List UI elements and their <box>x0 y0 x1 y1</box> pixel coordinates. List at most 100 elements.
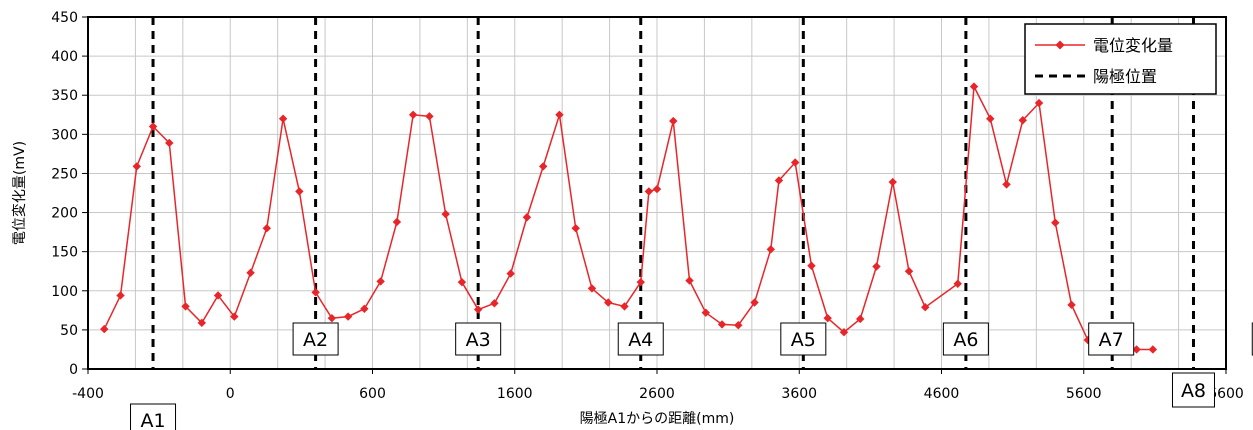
x-tick-label: 600 <box>359 386 386 402</box>
anode-label-box <box>617 322 664 356</box>
data-point-marker <box>685 276 694 285</box>
x-axis-title: 陽極A1からの距離(mm) <box>580 410 735 427</box>
anode-label-a7: A7 <box>1088 322 1135 356</box>
y-tick-label: 100 <box>51 284 78 300</box>
data-point-marker <box>620 302 629 311</box>
legend-label-series: 電位変化量 <box>1093 36 1173 55</box>
anode-label-box <box>455 322 502 356</box>
data-point-marker <box>652 184 662 194</box>
anode-label-text: A5 <box>791 329 816 351</box>
y-tick-label: 150 <box>51 245 78 261</box>
data-point-marker <box>457 277 467 287</box>
anode-label-a8: A8 <box>1171 372 1215 408</box>
anode-label-box <box>1171 372 1215 408</box>
anode-labels: A1A2A3A4A5A6A7A8A9 <box>130 322 1253 430</box>
legend-swatch-marker <box>1055 40 1065 50</box>
x-axis-ticks: -400 0 600 1600 2600 3600 4600 5600 6600 <box>72 369 1244 402</box>
data-point-marker <box>181 302 190 311</box>
data-point-marker <box>490 299 499 308</box>
x-tick-label: 4600 <box>924 386 960 402</box>
data-point-marker <box>555 110 564 119</box>
data-point-marker <box>116 291 125 300</box>
y-tick-label: 50 <box>60 323 78 339</box>
data-point-marker <box>669 116 678 126</box>
x-tick-label: 6600 <box>1208 386 1244 402</box>
anode-label-text: A2 <box>303 329 328 351</box>
anode-label-box <box>1088 322 1135 356</box>
data-point-marker <box>986 114 995 123</box>
data-point-marker <box>327 313 337 323</box>
data-point-marker <box>888 177 897 187</box>
anode-label-box <box>780 322 827 356</box>
data-point-marker <box>839 328 849 337</box>
data-point-marker <box>856 314 865 324</box>
anode-label-text: A1 <box>140 410 165 430</box>
y-tick-label: 450 <box>51 10 78 26</box>
data-point-marker <box>132 162 141 171</box>
y-tick-label: 0 <box>69 362 78 378</box>
data-point-marker <box>734 320 743 330</box>
data-point-marker <box>701 308 710 317</box>
data-point-marker <box>750 298 759 307</box>
data-point-marker <box>969 82 979 91</box>
anode-label-text: A6 <box>953 329 978 351</box>
data-point-marker <box>774 176 784 185</box>
x-tick-label: 1600 <box>497 386 533 402</box>
data-point-marker <box>522 213 532 222</box>
legend-box <box>1024 23 1217 95</box>
data-point-marker <box>1148 345 1158 354</box>
y-axis-title: 電位変化量(mV) <box>11 141 28 245</box>
anode-label-a2: A2 <box>292 322 339 356</box>
data-point-marker <box>904 267 914 276</box>
data-point-marker <box>872 262 881 271</box>
data-point-marker <box>921 303 930 312</box>
data-point-marker <box>376 277 385 286</box>
data-point-marker <box>408 110 418 119</box>
data-point-marker <box>823 313 832 323</box>
data-point-marker <box>295 187 304 196</box>
data-point-marker <box>246 268 255 277</box>
data-point-marker <box>604 298 613 307</box>
anode-label-text: A4 <box>628 329 653 351</box>
data-point-marker <box>644 187 654 196</box>
data-point-marker <box>506 269 515 278</box>
x-tick-label: 0 <box>226 386 235 402</box>
data-point-marker <box>230 312 239 321</box>
data-point-marker <box>1018 116 1027 125</box>
data-point-marker <box>262 224 272 233</box>
anode-label-box <box>292 322 339 356</box>
data-point-marker <box>587 284 597 293</box>
data-point-marker <box>636 277 645 287</box>
anode-label-text: A8 <box>1181 380 1206 402</box>
y-tick-label: 350 <box>51 88 78 104</box>
data-point-marker <box>1034 98 1044 108</box>
legend-label-anode: 陽極位置 <box>1093 67 1157 86</box>
x-tick-label: 5600 <box>1066 386 1102 402</box>
data-point-marker <box>311 288 320 297</box>
x-tick-label: 2600 <box>639 386 675 402</box>
y-tick-label: 400 <box>51 49 78 65</box>
anode-label-box <box>130 403 177 430</box>
data-point-marker <box>473 305 483 314</box>
anode-label-box <box>942 322 989 356</box>
y-tick-label: 200 <box>51 206 78 222</box>
data-point-marker <box>165 138 174 148</box>
data-point-marker <box>148 122 158 131</box>
potential-change-line <box>103 83 1153 351</box>
anode-label-a5: A5 <box>780 322 827 356</box>
x-tick-label: -400 <box>72 386 104 402</box>
data-point-marker <box>343 312 353 321</box>
data-point-marker <box>213 291 223 300</box>
anode-label-a1: A1 <box>130 403 177 430</box>
data-point-marker <box>278 114 288 123</box>
grid <box>88 17 1226 369</box>
data-point-marker <box>197 318 206 328</box>
y-axis-ticks: 0 50 100 150 200 250 300 350 400 450 <box>51 10 88 378</box>
data-point-marker <box>571 224 580 233</box>
data-point-marker <box>790 158 800 167</box>
data-point-marker <box>539 162 548 171</box>
anode-label-a6: A6 <box>942 322 989 356</box>
x-tick-label: 3600 <box>781 386 817 402</box>
anode-label-a3: A3 <box>455 322 502 356</box>
